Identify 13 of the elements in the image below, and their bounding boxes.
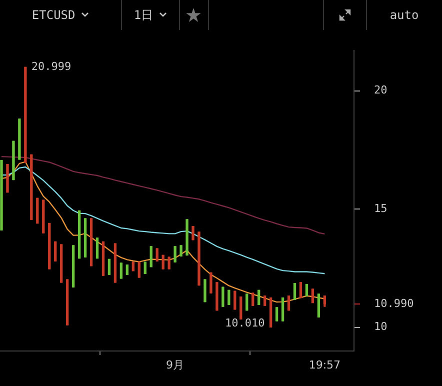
chart-title: ETCUSD: [32, 8, 76, 22]
candlestick: [180, 245, 182, 256]
y-tick-label: 15: [374, 202, 388, 215]
candlestick: [192, 226, 194, 240]
text: auto: [390, 8, 419, 22]
y-tick-label: 10.990: [374, 296, 414, 310]
annotation: 10.010: [225, 316, 265, 330]
text: 1日: [134, 6, 154, 24]
y-tick-label: 20: [374, 84, 388, 97]
x-tick-label: 9月: [166, 358, 184, 372]
annotation: 20.999: [31, 60, 72, 74]
x-tick-label: 19:57: [308, 358, 341, 372]
y-tick-label: 10: [374, 320, 388, 334]
